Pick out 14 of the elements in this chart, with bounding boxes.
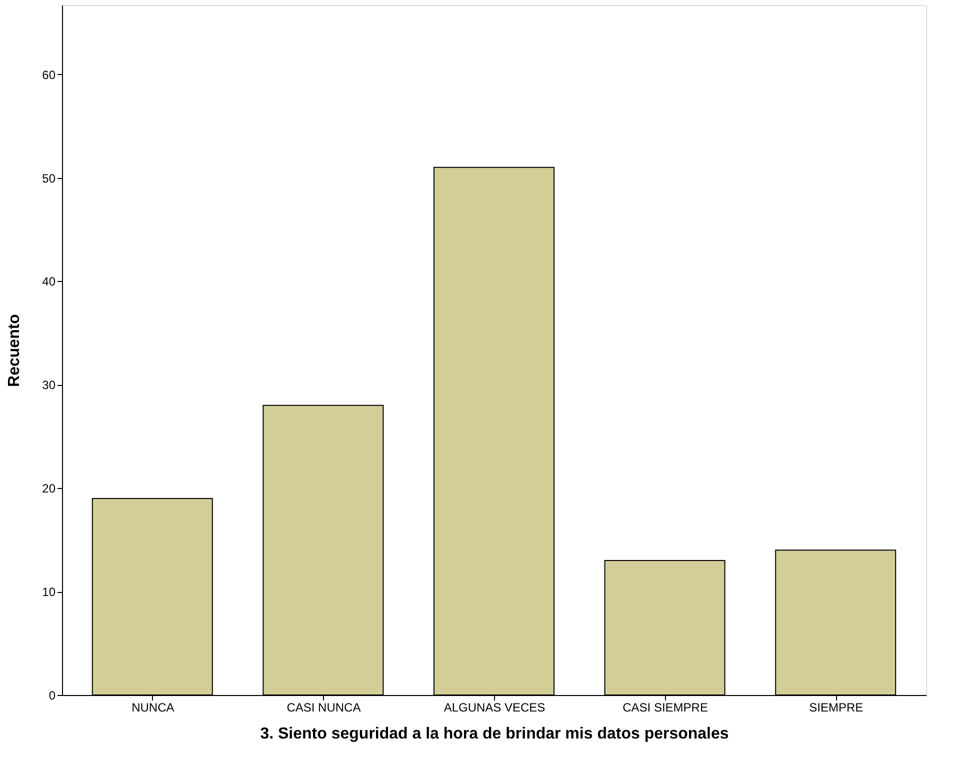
y-tick-label: 50 xyxy=(42,171,56,186)
y-tick-label: 60 xyxy=(42,68,56,82)
x-tick-label: NUNCA xyxy=(132,700,174,714)
x-tick-label: CASI NUNCA xyxy=(286,700,361,714)
y-tick-label: 30 xyxy=(42,378,56,392)
x-tick-label: ALGUNAS VECES xyxy=(444,700,546,714)
y-tick-label: 0 xyxy=(48,688,56,702)
x-axis-title: 3. Siento seguridad a la hora de brindar mis datos personales xyxy=(260,726,729,742)
y-tick-label: 20 xyxy=(42,482,56,496)
x-tick-label: CASI SIEMPRE xyxy=(622,700,708,714)
x-tick-label: SIEMPRE xyxy=(809,700,864,714)
y-axis-title: Recuento xyxy=(6,314,24,387)
y-tick-label: 10 xyxy=(42,585,56,600)
y-tick-label: 40 xyxy=(42,274,56,289)
